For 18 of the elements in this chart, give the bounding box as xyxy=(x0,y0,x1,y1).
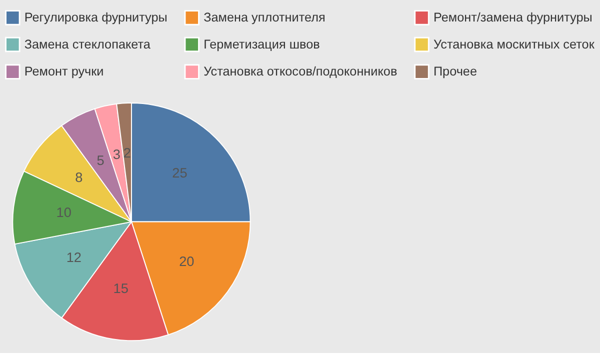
data-label: 3 xyxy=(112,147,120,162)
legend-label: Замена уплотнителя xyxy=(204,10,326,25)
data-label: 25 xyxy=(172,165,188,180)
data-label: 2 xyxy=(123,146,131,161)
data-label: 10 xyxy=(56,205,72,220)
legend-label: Замена стеклопакета xyxy=(24,37,152,52)
legend-label: Ремонт ручки xyxy=(24,64,104,79)
legend-label: Прочее xyxy=(433,64,478,79)
data-label: 15 xyxy=(113,281,128,296)
legend-label: Установка откосов/подоконников xyxy=(204,64,398,79)
legend-label: Герметизация швов xyxy=(204,37,320,52)
legend-label: Установка москитных сеток xyxy=(433,37,595,52)
data-label: 20 xyxy=(179,254,195,269)
legend-label: Регулировка фурнитуры xyxy=(24,10,168,25)
data-label: 5 xyxy=(96,152,104,168)
legend-label: Ремонт/замена фурнитуры xyxy=(433,10,592,25)
data-label: 8 xyxy=(75,170,83,186)
data-label: 12 xyxy=(66,250,82,266)
